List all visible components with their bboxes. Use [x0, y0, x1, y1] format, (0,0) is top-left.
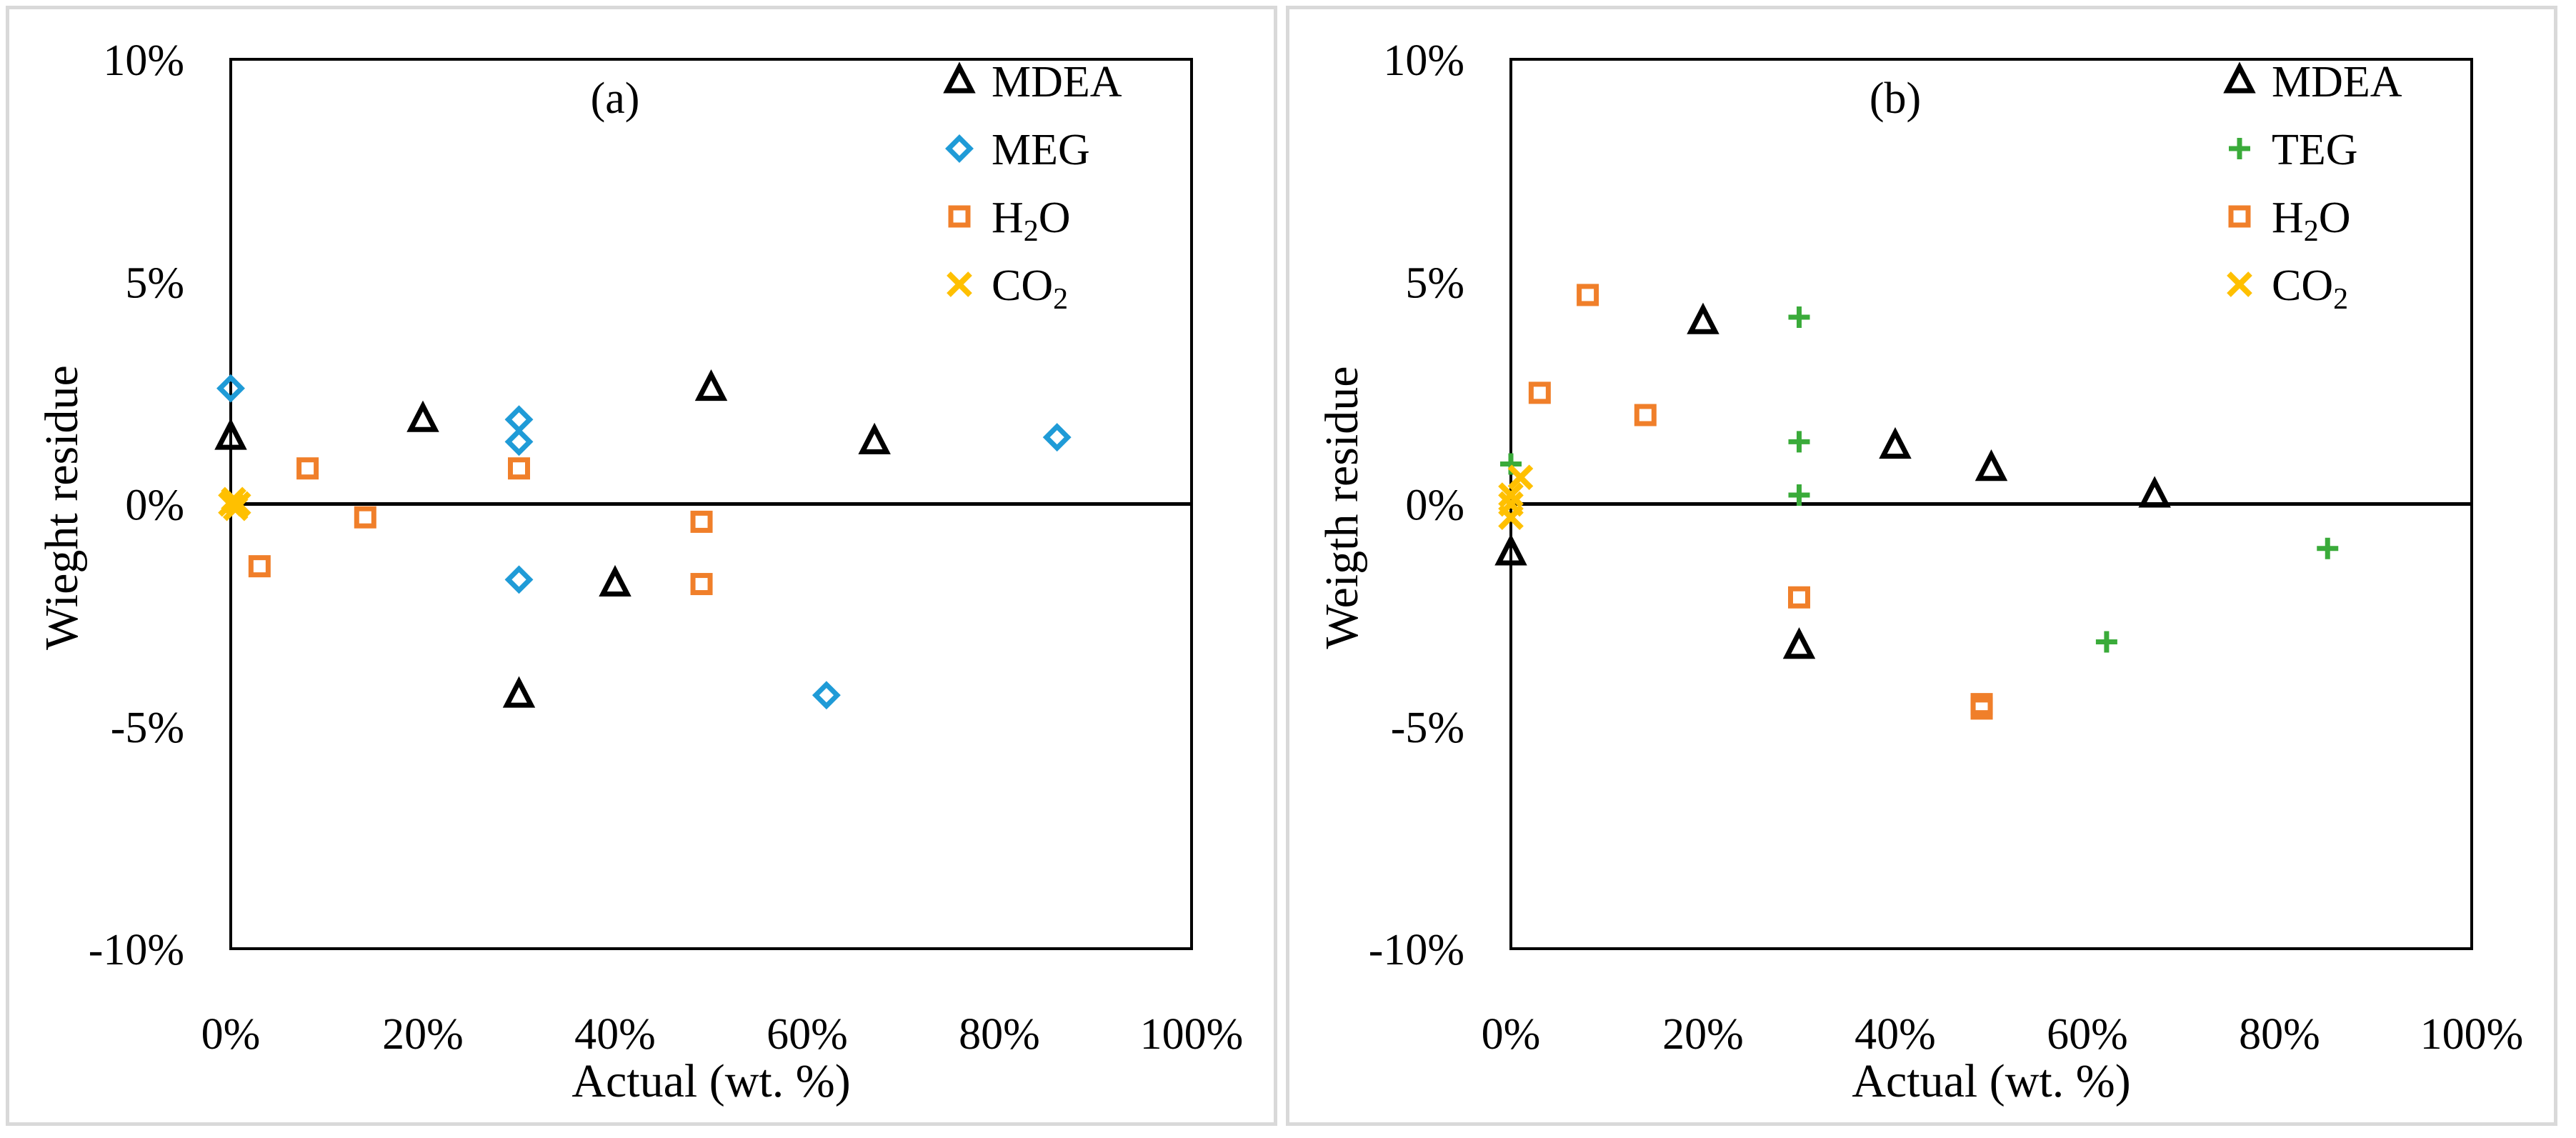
legend-label-co2: CO2 [2272, 261, 2348, 316]
scatter-plot-b: 10% 5% 0% -5% -10% 0% 20% 40% 60% 80% 100% Actual (… [1316, 36, 2523, 1107]
x-tick-label: 60% [2047, 1010, 2128, 1059]
y-tick-label: -5% [111, 704, 184, 752]
y-tick-label: -10% [89, 926, 184, 974]
data-point-mdea [858, 422, 891, 454]
legend-marker-mdea [2223, 61, 2256, 94]
data-point-teg [2317, 537, 2339, 559]
x-tick-label: 40% [574, 1010, 656, 1059]
data-point-h2o [1577, 284, 1599, 306]
data-point-h2o [690, 510, 713, 533]
x-tick-label: 80% [959, 1010, 1040, 1059]
y-tick-label: 0% [125, 481, 184, 530]
data-point-h2o [1970, 697, 1993, 720]
data-point-mdea [694, 369, 728, 401]
data-point-meg [812, 681, 841, 710]
data-point-mdea [1687, 302, 1719, 334]
x-axis-label: Actual (wt. %) [571, 1055, 850, 1107]
data-point-h2o [1528, 381, 1551, 404]
data-point-mdea [2138, 476, 2171, 508]
legend-label-teg: TEG [2272, 126, 2358, 174]
chart-panel-a: 10% 5% 0% -5% -10% 0% 20% 40% 60% 80% 100% Actual (… [6, 6, 1277, 1126]
x-tick-label: 60% [767, 1010, 848, 1059]
data-point-mdea [406, 400, 439, 432]
data-point-mdea [214, 418, 247, 450]
data-point-teg [1788, 431, 1810, 453]
x-tick-label: 0% [1482, 1010, 1541, 1059]
data-point-teg [2095, 631, 2117, 653]
x-tick-label: 100% [1140, 1010, 1244, 1059]
legend-label-mdea: MDEA [992, 58, 1122, 106]
data-point-h2o [1634, 404, 1657, 426]
data-point-h2o [248, 555, 271, 578]
legend-label-co2: CO2 [992, 261, 1068, 316]
data-point-meg [216, 374, 245, 403]
data-point-mdea [599, 564, 631, 597]
data-point-mdea [1494, 534, 1527, 566]
legend-marker-co2 [2227, 271, 2252, 297]
x-tick-label: 40% [1854, 1010, 1936, 1059]
data-point-meg [1042, 423, 1072, 452]
y-tick-label: 5% [125, 259, 184, 307]
data-point-teg [1788, 484, 1810, 506]
x-axis-label: Actual (wt. %) [1852, 1055, 2130, 1107]
data-point-meg [504, 405, 534, 434]
data-point-meg [504, 427, 534, 456]
data-point-co2 [225, 491, 251, 517]
x-tick-label: 20% [1662, 1010, 1744, 1059]
data-point-h2o [690, 573, 713, 596]
legend-label-meg: MEG [992, 126, 1090, 174]
chart-panel-b: 10% 5% 0% -5% -10% 0% 20% 40% 60% 80% 100% Actual (… [1286, 6, 2557, 1126]
x-tick-label: 20% [382, 1010, 464, 1059]
y-tick-label: -5% [1391, 704, 1464, 752]
plot-group-a: 10% 5% 0% -5% -10% 0% 20% 40% 60% 80% 100% Actual (… [36, 36, 1243, 1107]
data-point-mdea [502, 676, 536, 708]
data-point-mdea [1782, 627, 1816, 659]
legend-marker-h2o [948, 205, 971, 228]
legend-label-h2o: H2O [992, 194, 1071, 248]
legend-marker-teg [2229, 138, 2250, 159]
data-point-h2o [296, 457, 319, 480]
x-tick-label: 80% [2239, 1010, 2320, 1059]
y-tick-label: -10% [1369, 926, 1464, 974]
x-tick-label: 0% [201, 1010, 261, 1059]
data-point-mdea [1879, 426, 1912, 459]
data-point-h2o [1788, 586, 1810, 609]
plot-group-b: 10% 5% 0% -5% -10% 0% 20% 40% 60% 80% 100% Actual (… [1316, 36, 2523, 1107]
data-point-teg [1788, 306, 1810, 329]
y-tick-label: 0% [1405, 481, 1464, 530]
y-tick-label: 10% [1383, 36, 1464, 85]
panel-label: (a) [591, 74, 640, 123]
legend-marker-co2 [947, 271, 972, 297]
x-tick-label: 100% [2420, 1010, 2524, 1059]
y-axis-label: Wieght residue [36, 365, 88, 650]
panel-label: (b) [1869, 74, 1921, 123]
y-tick-label: 10% [103, 36, 184, 85]
y-axis-label: Weigth residue [1316, 366, 1368, 649]
data-point-mdea [1975, 449, 2008, 481]
data-point-co2 [1507, 464, 1534, 490]
y-tick-label: 5% [1405, 259, 1464, 307]
data-point-co2 [1498, 482, 1524, 508]
legend-label-h2o: H2O [2272, 194, 2351, 248]
legend-marker-meg [945, 134, 974, 163]
legend-marker-h2o [2228, 205, 2251, 228]
data-point-co2 [1498, 504, 1524, 531]
legend-label-mdea: MDEA [2272, 58, 2402, 106]
data-point-meg [504, 565, 534, 594]
scatter-plot-a: 10% 5% 0% -5% -10% 0% 20% 40% 60% 80% 100% Actual (… [36, 36, 1243, 1107]
data-point-h2o [508, 457, 530, 480]
legend-marker-mdea [943, 61, 976, 94]
data-point-h2o [354, 506, 376, 529]
